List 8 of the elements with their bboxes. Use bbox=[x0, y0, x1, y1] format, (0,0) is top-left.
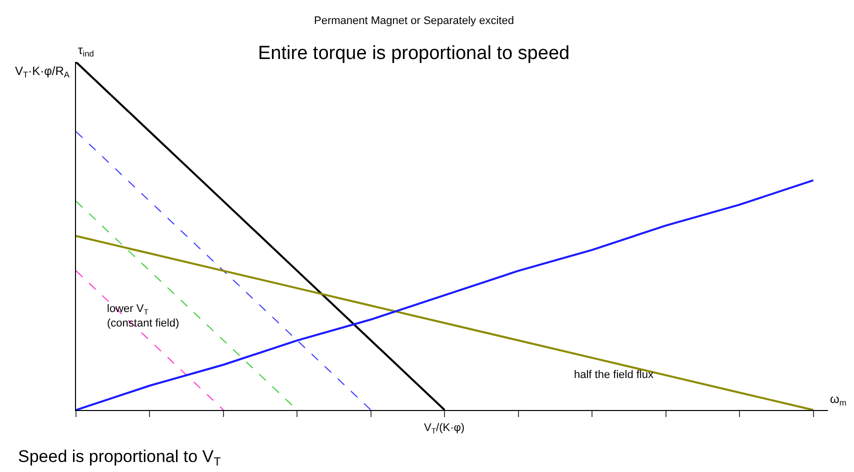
y-axis-title: τ$_{ind}$ bbox=[78, 43, 94, 59]
text: V$_{T}$·K·φ/R$_{A}$ bbox=[15, 64, 70, 80]
text: Speed is proportional to V$_{T}$ bbox=[18, 447, 221, 469]
annotation: half the field flux bbox=[574, 369, 654, 381]
chart-subtitle: Permanent Magnet or Separately excited bbox=[314, 15, 514, 27]
chart-title: Entire torque is proportional to speed bbox=[258, 43, 570, 64]
text: V$_{T}$/(K·φ) bbox=[424, 422, 465, 436]
x-axis-title: ω$_{m}$ bbox=[830, 392, 846, 408]
